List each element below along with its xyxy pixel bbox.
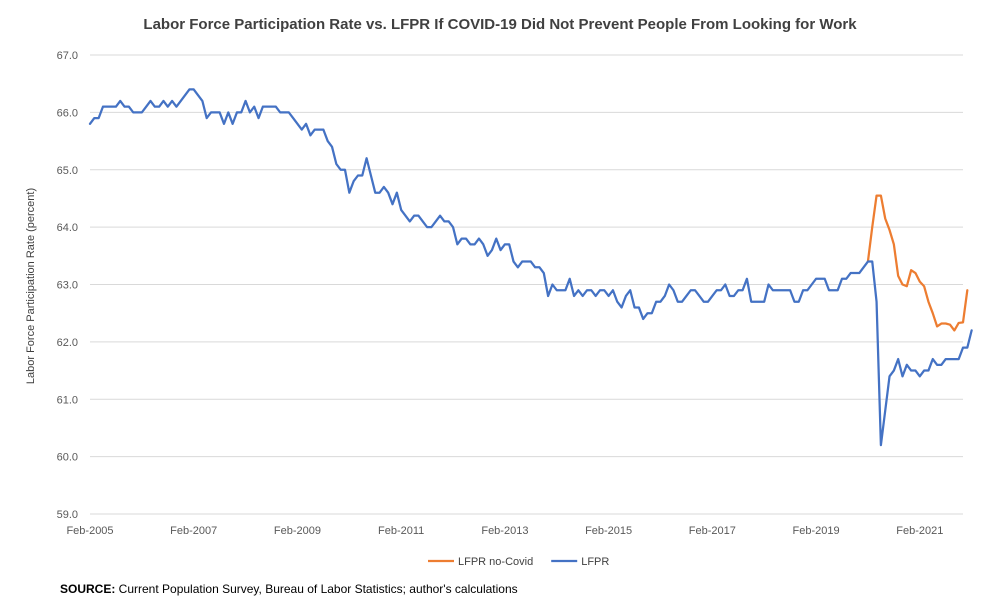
x-tick-label: Feb-2013 <box>481 525 528 537</box>
source-note: SOURCE: Current Population Survey, Burea… <box>60 582 518 596</box>
y-axis-ticks: 59.0 60.0 61.0 62.0 63.0 64.0 65.0 66.0 67.0 <box>57 50 78 521</box>
x-tick-label: Feb-2019 <box>793 525 840 537</box>
x-tick-label: Feb-2017 <box>689 525 736 537</box>
x-tick-label: Feb-2011 <box>378 525 424 537</box>
series-lines <box>88 88 973 447</box>
source-text: Current Population Survey, Bureau of Lab… <box>115 582 518 596</box>
x-tick-label: Feb-2009 <box>274 525 321 537</box>
legend-label-lfpr-no-covid: LFPR no-Covid <box>458 556 533 568</box>
series-line-lfpr <box>88 88 973 447</box>
gridlines <box>90 54 963 515</box>
legend-label-lfpr: LFPR <box>581 556 609 568</box>
y-tick-label: 64.0 <box>57 222 78 234</box>
x-tick-label: Feb-2005 <box>66 525 113 537</box>
legend: LFPR no-Covid LFPR <box>428 556 609 568</box>
y-tick-label: 63.0 <box>57 280 78 292</box>
series-line-lfpr-no-covid <box>866 194 969 332</box>
x-tick-label: Feb-2007 <box>170 525 217 537</box>
y-tick-label: 67.0 <box>57 50 78 62</box>
y-tick-label: 62.0 <box>57 337 78 349</box>
x-axis-ticks: Feb-2005 Feb-2007 Feb-2009 Feb-2011 Feb-2013… <box>66 525 943 537</box>
y-tick-label: 61.0 <box>57 394 78 406</box>
y-tick-label: 59.0 <box>57 509 78 521</box>
y-tick-label: 60.0 <box>57 452 78 464</box>
x-tick-label: Feb-2015 <box>585 525 632 537</box>
y-axis-title: Labor Force Participation Rate (percent) <box>25 188 37 384</box>
chart-title: Labor Force Participation Rate vs. LFPR … <box>143 16 857 33</box>
y-tick-label: 65.0 <box>57 165 78 177</box>
x-tick-label: Feb-2021 <box>896 525 943 537</box>
y-tick-label: 66.0 <box>57 107 78 119</box>
source-label: SOURCE: <box>60 582 116 596</box>
